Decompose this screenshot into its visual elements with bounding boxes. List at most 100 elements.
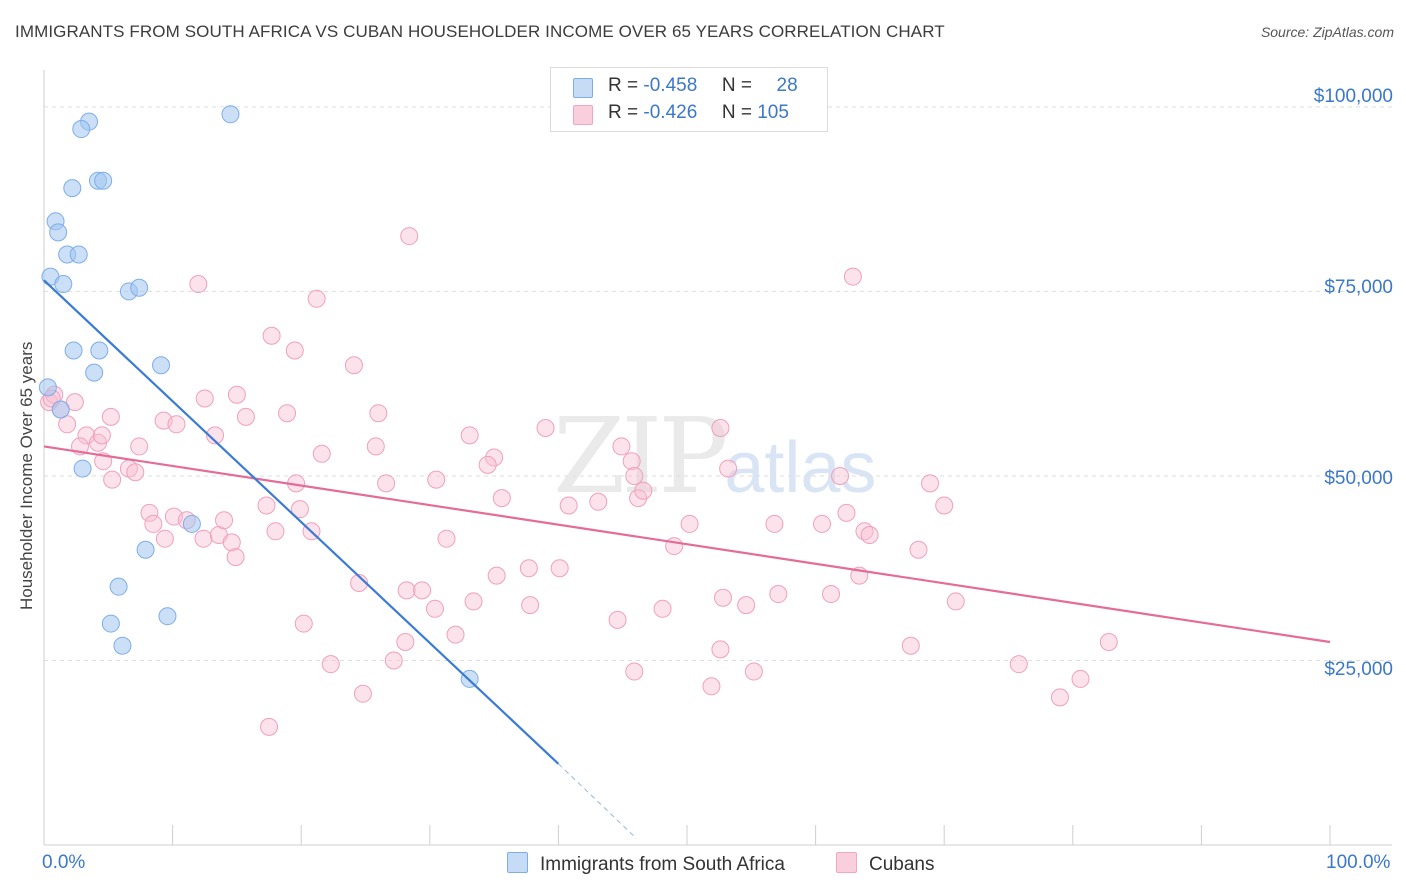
bottom-legend-swatch-pink xyxy=(836,852,857,873)
south-africa-point xyxy=(90,341,109,360)
south-africa-point xyxy=(69,245,88,264)
cubans-point xyxy=(711,418,730,437)
legend-r-label: R = xyxy=(608,102,639,123)
cubans-point xyxy=(843,267,862,286)
cubans-point xyxy=(144,514,163,533)
cubans-point xyxy=(665,537,684,556)
cubans-point xyxy=(837,503,856,522)
south-africa-point xyxy=(130,278,149,297)
cubans-point xyxy=(366,437,385,456)
cubans-point xyxy=(155,529,174,548)
cubans-point xyxy=(262,326,281,345)
south-africa-point xyxy=(72,120,91,139)
south-africa-point xyxy=(73,459,92,478)
cubans-point xyxy=(608,610,627,629)
cubans-point xyxy=(446,625,465,644)
legend-n-label: N = xyxy=(721,102,752,123)
south-africa-point xyxy=(158,607,177,626)
cubans-point xyxy=(765,514,784,533)
cubans-point xyxy=(822,585,841,604)
bottom-legend-cubans: Cubans xyxy=(836,852,935,876)
cubans-point xyxy=(860,526,879,544)
south-africa-point xyxy=(64,341,83,360)
south-africa-point xyxy=(51,400,70,419)
watermark: ZIPatlas xyxy=(553,395,876,517)
cubans-point xyxy=(460,426,479,445)
cubans-point xyxy=(769,585,788,604)
legend-n-value: 28 xyxy=(776,75,798,96)
cubans-point xyxy=(222,533,241,552)
cubans-point xyxy=(413,581,432,600)
cubans-point xyxy=(1071,669,1090,688)
south-africa-point xyxy=(94,171,113,190)
cubans-point xyxy=(215,511,234,530)
cubans-point xyxy=(425,599,444,618)
source-label: Source: ZipAtlas.com xyxy=(1260,24,1394,40)
south-africa-point xyxy=(113,636,132,655)
cubans-point xyxy=(65,393,84,412)
cubans-point xyxy=(195,389,214,408)
cubans-point xyxy=(290,500,309,519)
cubans-point xyxy=(737,596,756,615)
cubans-point xyxy=(278,404,297,423)
south-africa-point xyxy=(136,540,155,559)
watermark-atlas: atlas xyxy=(724,428,877,508)
legend-n-value: 105 xyxy=(757,102,789,123)
cubans-point xyxy=(400,227,419,246)
cubans-point xyxy=(536,418,555,437)
legend-r-label: R = xyxy=(608,75,639,96)
y-tick-label: $50,000 xyxy=(1324,468,1393,489)
cubans-point xyxy=(719,459,738,478)
x-tick-label: 0.0% xyxy=(42,852,86,873)
legend-swatch-blue xyxy=(573,78,593,98)
cubans-point xyxy=(206,426,225,445)
cubans-point xyxy=(227,385,246,404)
cubans-point xyxy=(427,470,446,489)
cubans-point xyxy=(589,492,608,511)
cubans-point xyxy=(550,559,569,578)
cubans-point xyxy=(103,470,122,489)
cubans-point xyxy=(130,437,149,456)
south-africa-point xyxy=(85,363,104,382)
cubans-point xyxy=(901,636,920,655)
cubans-point xyxy=(226,548,245,567)
cubans-point xyxy=(1050,688,1069,707)
cubans-point xyxy=(140,503,159,522)
cubans-point xyxy=(680,514,699,533)
chart-title: IMMIGRANTS FROM SOUTH AFRICA VS CUBAN HO… xyxy=(15,22,945,41)
cubans-point xyxy=(625,662,644,681)
cubans-point xyxy=(634,481,653,500)
legend-swatch-pink xyxy=(573,105,593,125)
y-tick-label: $75,000 xyxy=(1324,277,1393,298)
cubans-point xyxy=(126,463,145,482)
cubans-point xyxy=(813,514,832,533)
bottom-legend-south-africa: Immigrants from South Africa xyxy=(507,852,785,876)
south-africa-point xyxy=(38,378,57,397)
legend-r-value: -0.426 xyxy=(643,102,698,123)
cubans-point xyxy=(521,596,540,615)
south-africa-point xyxy=(152,356,171,375)
cubans-point xyxy=(77,426,96,445)
cubans-point xyxy=(1009,655,1028,674)
cubans-point xyxy=(189,275,208,294)
cubans-point xyxy=(622,452,641,471)
cubans-point xyxy=(294,614,313,633)
cubans-point xyxy=(702,677,721,696)
cubans-point xyxy=(312,444,331,463)
cubans-point xyxy=(946,592,965,611)
bottom-legend-swatch-blue xyxy=(507,852,528,873)
cubans-point xyxy=(437,529,456,548)
south-africa-point xyxy=(63,179,82,198)
bottom-legend-label: Cubans xyxy=(869,854,935,875)
cubans-point xyxy=(321,655,340,674)
cubans-point xyxy=(855,522,874,541)
cubans-point xyxy=(711,640,730,659)
bottom-legend-label: Immigrants from South Africa xyxy=(540,854,785,875)
cubans-point xyxy=(92,426,111,445)
cubans-point xyxy=(1099,633,1118,652)
cubans-point xyxy=(167,415,186,434)
cubans-point xyxy=(464,592,483,611)
south-africa-point xyxy=(49,223,68,242)
south-africa-point xyxy=(109,577,128,596)
